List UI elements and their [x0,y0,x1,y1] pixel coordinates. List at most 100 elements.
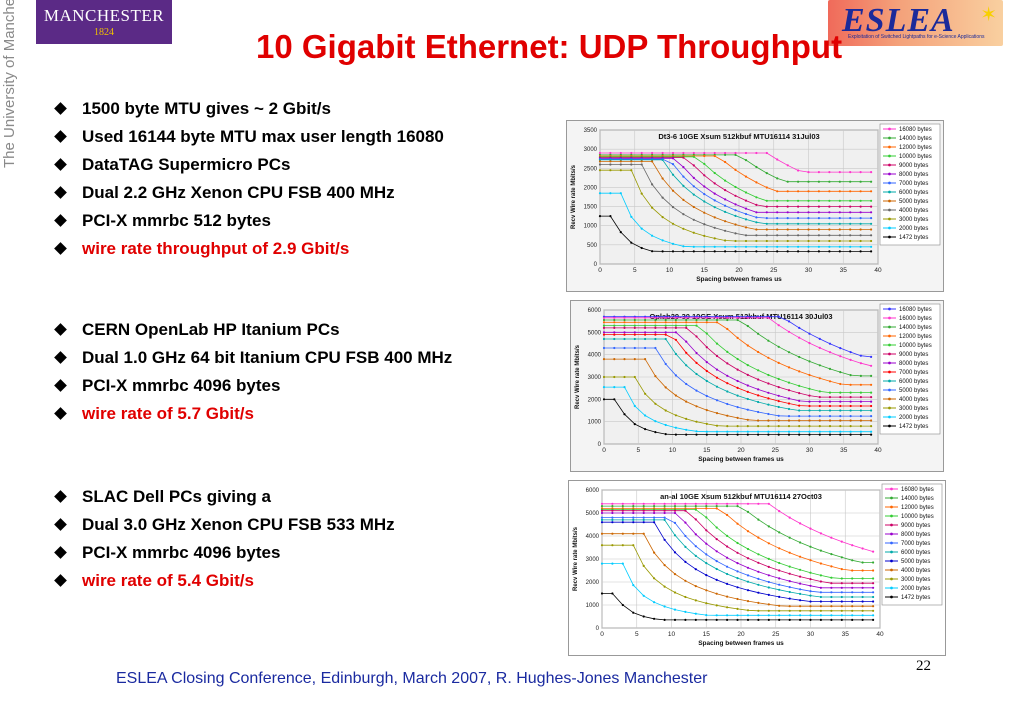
data-point [744,218,748,221]
data-point [861,600,864,603]
data-point [870,409,873,412]
data-point [870,415,873,418]
data-point [851,544,854,547]
data-point [640,163,643,166]
data-point [715,505,718,508]
data-point [724,198,727,201]
data-point [611,509,614,512]
data-point [621,505,624,508]
data-point [849,404,852,408]
data-point [695,420,698,423]
data-point [642,532,645,535]
data-point [788,516,791,519]
data-point [849,409,852,412]
data-point [838,217,841,220]
data-point [777,430,780,433]
data-point [849,415,852,418]
data-point [798,336,801,339]
x-tick-label: 35 [840,447,848,454]
legend-label: 1472 bytes [899,424,928,430]
data-point [757,369,760,372]
data-point [765,245,768,248]
data-point [602,386,606,389]
data-point [859,404,862,408]
data-point [705,369,708,373]
data-point [787,351,791,354]
data-point [807,211,810,214]
data-point [818,433,821,436]
data-point [755,239,758,243]
data-point [830,614,833,617]
data-point [808,342,811,345]
data-point [654,431,657,434]
data-point [715,376,719,379]
y-tick-label: 5000 [588,330,602,336]
data-point [798,419,801,422]
data-point [839,433,842,436]
data-point [809,609,812,612]
data-point [694,502,697,505]
data-point [633,333,636,336]
data-point [870,211,873,214]
data-point [640,160,643,163]
data-point [817,222,820,225]
data-point [755,250,758,253]
data-point [611,511,614,515]
data-point [870,180,873,183]
data-point [663,618,666,621]
data-point [809,618,812,621]
data-point [736,316,739,319]
data-point [788,618,791,621]
data-point [828,205,831,208]
data-point [746,316,749,319]
data-point [777,315,780,318]
y-tick-label: 2000 [586,580,600,586]
data-point [705,394,708,398]
data-point [777,425,780,428]
data-point [777,414,780,417]
y-tick-label: 1000 [588,420,602,426]
data-point [715,567,718,571]
legend-box [879,303,941,435]
data-point [736,318,739,322]
data-point [644,346,647,350]
data-point [786,190,789,193]
data-point [776,190,779,193]
data-point [621,562,624,565]
data-point [767,525,770,528]
data-point [807,190,810,193]
x-tick-label: 5 [633,267,637,274]
data-point [830,618,833,621]
data-point [839,409,842,412]
data-point [602,326,606,329]
data-point [671,189,675,192]
data-point [798,430,801,433]
data-point [818,396,821,399]
data-point [715,507,718,510]
data-point [859,239,862,243]
data-point [757,577,760,580]
data-point [818,415,821,418]
data-point [746,557,750,560]
data-point [838,199,841,202]
data-point [598,215,602,218]
data-point [828,380,832,383]
data-point [859,354,862,357]
data-point [703,250,706,253]
legend-marker [890,532,893,536]
data-point [859,419,862,422]
data-point [787,433,791,436]
data-point [849,250,852,253]
data-point [598,151,602,155]
data-point [609,169,612,172]
data-point [726,350,729,353]
data-point [765,186,768,189]
data-point [798,404,801,407]
data-point [840,568,843,571]
data-point [671,206,675,209]
data-point [809,590,812,593]
data-point [830,609,833,612]
data-point [828,351,832,354]
legend-marker [890,577,893,581]
legend-marker [888,334,891,338]
